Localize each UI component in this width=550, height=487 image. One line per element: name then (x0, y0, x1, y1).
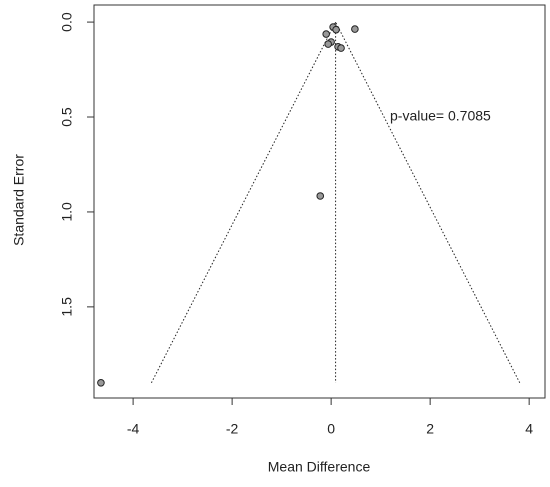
point (324, 40, 332, 48)
point (322, 30, 330, 38)
y-axis-title: Standard Error (11, 154, 27, 246)
x-tick-label: -2 (226, 421, 239, 437)
point (351, 25, 359, 33)
x-tick-label: -4 (127, 421, 140, 437)
y-tick-label: 0.5 (59, 107, 75, 127)
x-axis-title: Mean Difference (268, 459, 371, 475)
x-tick-label: 2 (426, 421, 434, 437)
x-tick-label: 0 (327, 421, 335, 437)
x-tick-label: 4 (525, 421, 533, 437)
funnel-line (150, 20, 521, 384)
point (316, 192, 325, 200)
annotation: p-value= 0.7085 (390, 108, 491, 124)
y-tick-label: 1.0 (59, 202, 75, 222)
point (337, 44, 345, 52)
plot-box (93, 4, 546, 399)
point (332, 25, 340, 34)
y-tick-label: 0.0 (59, 12, 75, 32)
y-tick-label: 1.5 (59, 297, 75, 317)
point (97, 379, 105, 387)
